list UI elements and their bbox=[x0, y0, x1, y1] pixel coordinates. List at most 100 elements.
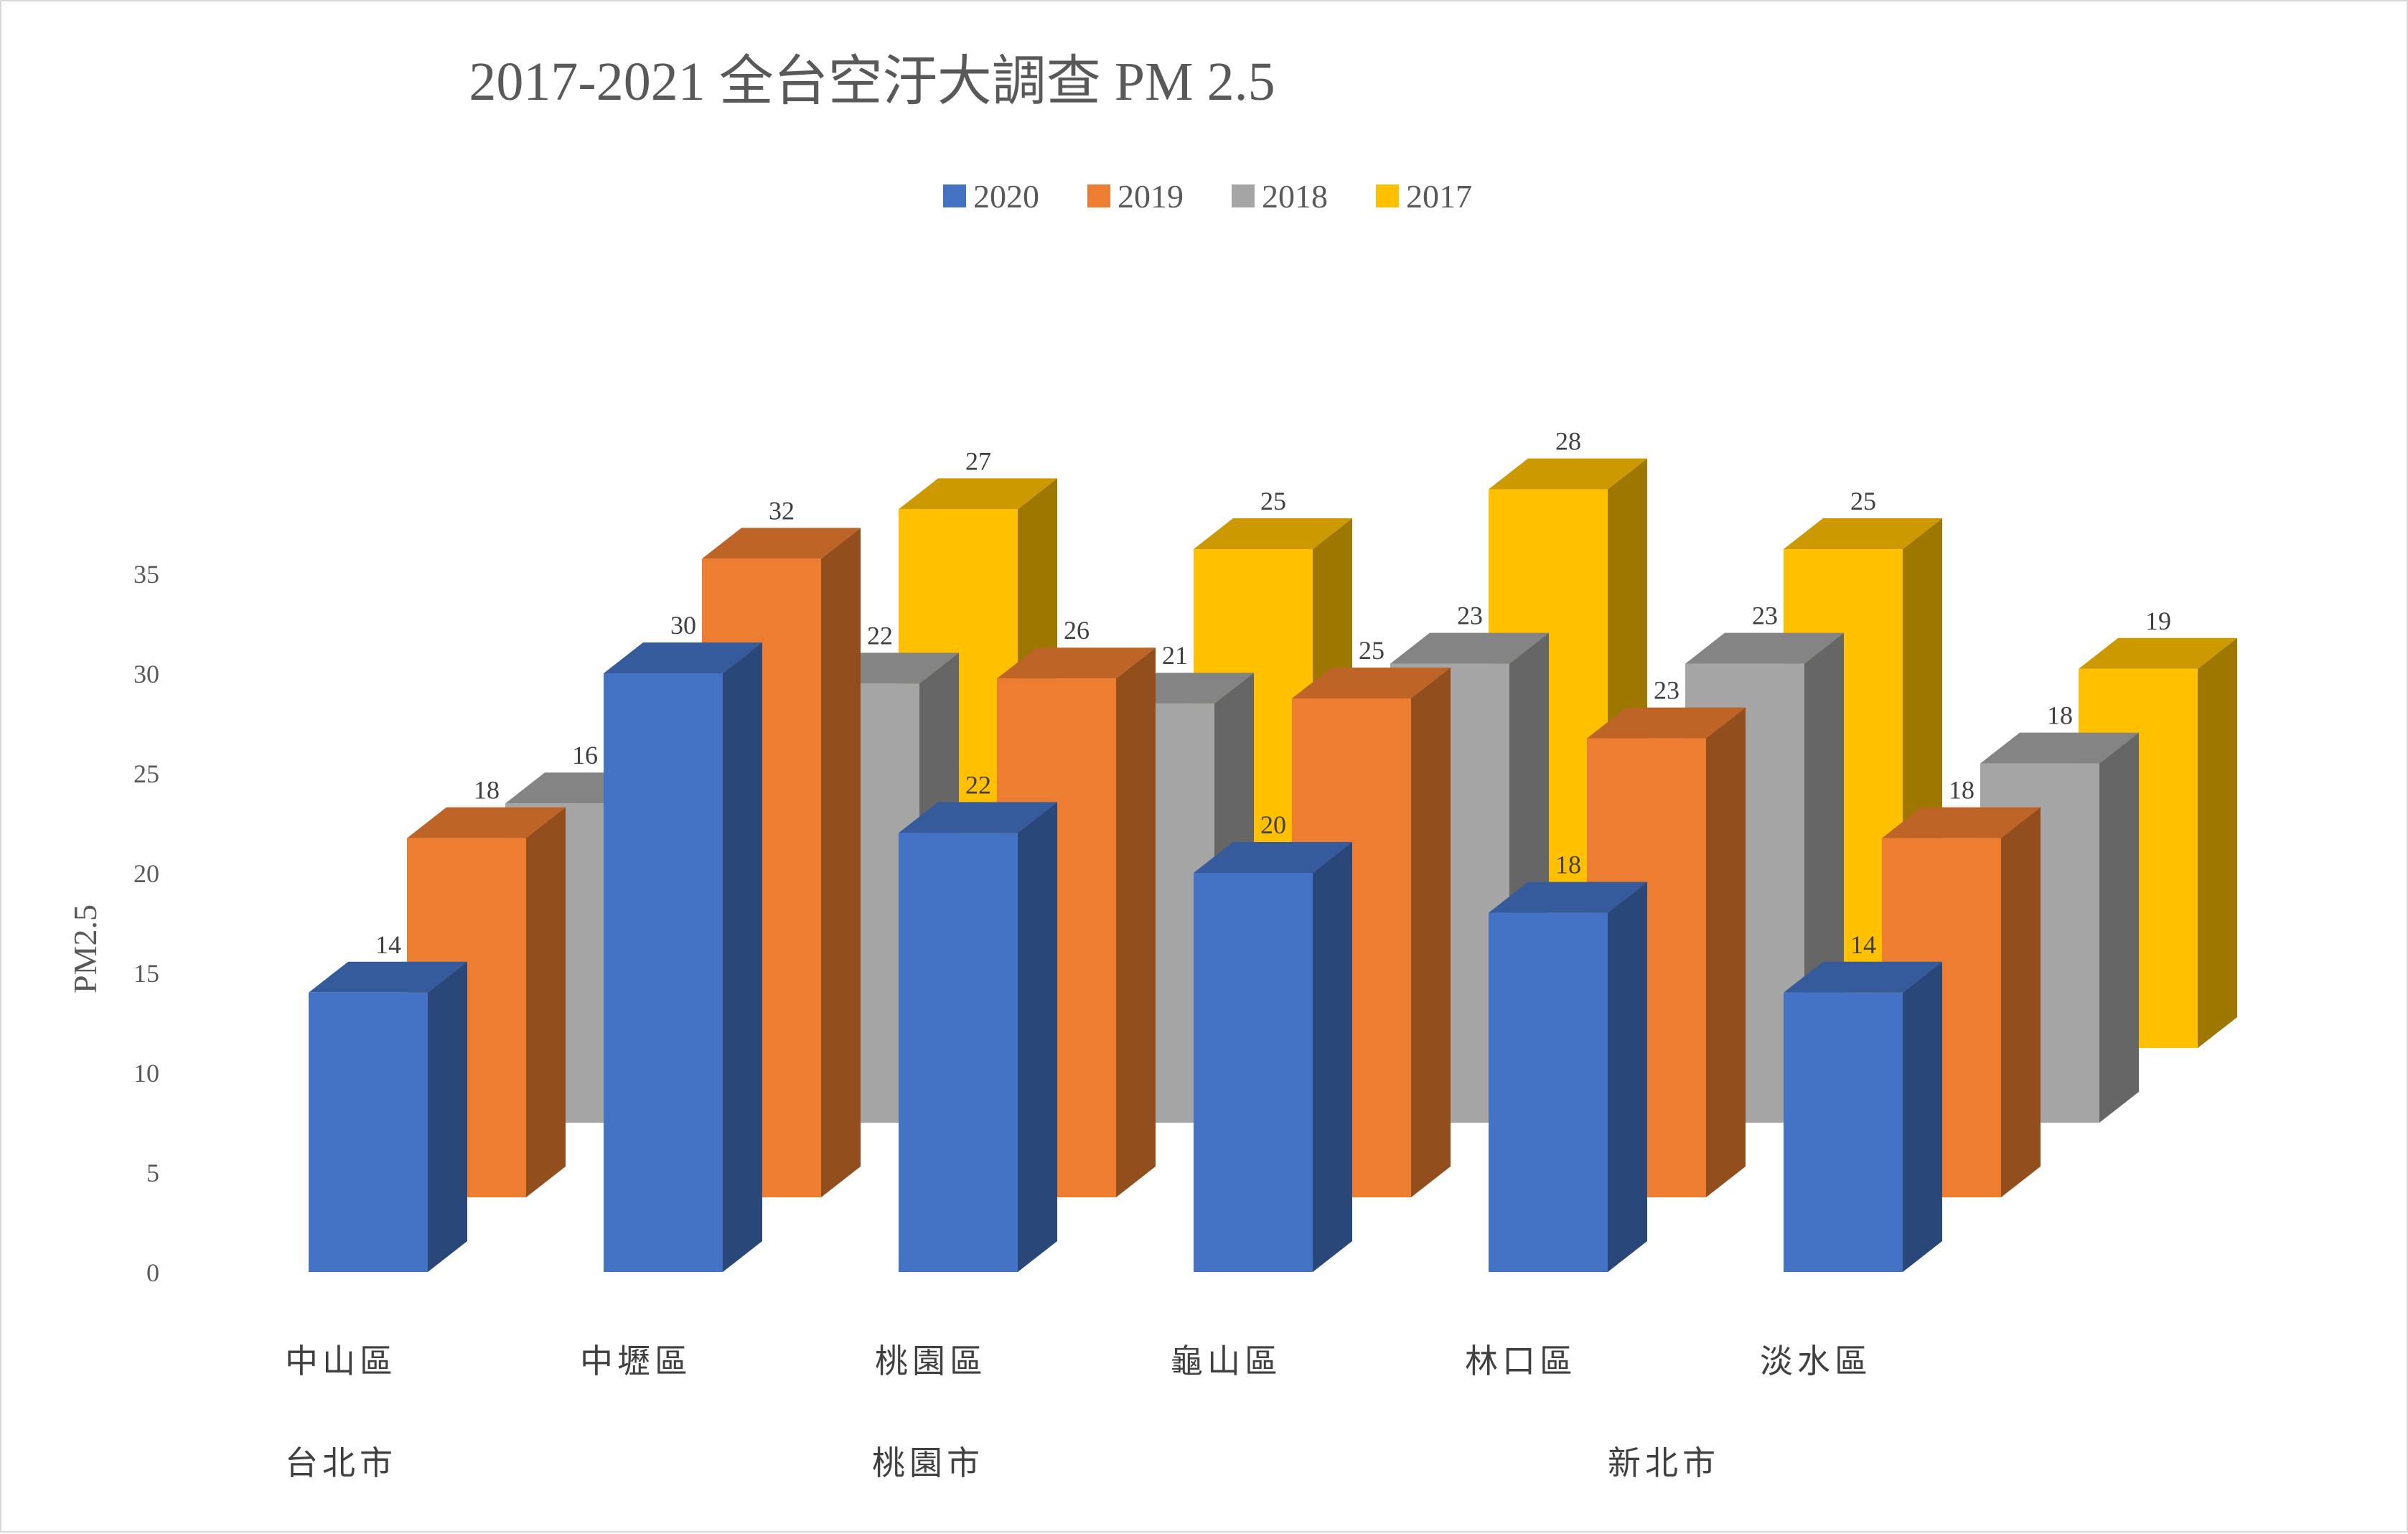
bar-side bbox=[1903, 961, 1942, 1272]
data-label: 25 bbox=[1359, 636, 1385, 665]
bar-side bbox=[821, 528, 861, 1197]
bar-top bbox=[1980, 732, 2139, 764]
bar-top bbox=[1390, 632, 1549, 664]
bar-2020-0: 14 bbox=[309, 930, 467, 1272]
category-label: 中壢區 bbox=[580, 1342, 692, 1380]
bar-top bbox=[899, 802, 1057, 833]
category-label: 龜山區 bbox=[1170, 1342, 1282, 1380]
bar-top bbox=[702, 528, 861, 559]
bar-side bbox=[723, 642, 762, 1272]
bar-top bbox=[1194, 842, 1352, 873]
bar-side bbox=[2001, 807, 2041, 1197]
data-label: 21 bbox=[1162, 641, 1188, 670]
y-tick-label: 30 bbox=[133, 660, 159, 688]
series-2020: 14 30 22 20 18 14 bbox=[309, 611, 1942, 1272]
bar-front bbox=[1784, 992, 1903, 1272]
legend-swatch-2020 bbox=[943, 184, 966, 207]
bar-side bbox=[428, 961, 467, 1272]
category-label: 桃園區 bbox=[875, 1342, 987, 1380]
data-label: 18 bbox=[2047, 701, 2073, 730]
category-group-label: 新北市 bbox=[1608, 1444, 1720, 1482]
legend-label-2018: 2018 bbox=[1262, 178, 1328, 215]
bar-side bbox=[2198, 637, 2237, 1048]
data-label: 25 bbox=[1850, 487, 1876, 515]
bar-side bbox=[1313, 842, 1352, 1272]
data-label: 23 bbox=[1752, 602, 1778, 630]
y-axis: 0 5 10 15 20 25 30 35 bbox=[133, 560, 159, 1287]
data-label: 18 bbox=[474, 776, 500, 805]
data-label: 27 bbox=[965, 446, 991, 475]
y-tick-label: 15 bbox=[133, 959, 159, 988]
bar-front bbox=[1489, 912, 1608, 1272]
bar-top bbox=[1882, 807, 2041, 838]
bar-top bbox=[1784, 518, 1942, 549]
bar-top bbox=[1489, 881, 1647, 913]
bar-2020-2: 22 bbox=[899, 770, 1057, 1272]
bar-side bbox=[2099, 732, 2139, 1123]
category-label: 淡水區 bbox=[1760, 1342, 1872, 1380]
bar-front bbox=[309, 992, 428, 1272]
category-group-label: 桃園市 bbox=[872, 1444, 984, 1482]
data-label: 14 bbox=[375, 930, 401, 959]
bar-side bbox=[1116, 647, 1156, 1197]
data-label: 14 bbox=[1850, 930, 1876, 959]
y-tick-label: 35 bbox=[133, 560, 159, 589]
y-tick-label: 10 bbox=[133, 1059, 159, 1088]
bar-top bbox=[899, 478, 1057, 510]
bar-2020-5: 14 bbox=[1784, 930, 1942, 1272]
bar-top bbox=[1292, 668, 1451, 698]
bar-side bbox=[526, 807, 566, 1197]
bar-top bbox=[407, 807, 566, 838]
data-label: 30 bbox=[670, 611, 696, 640]
legend-label-2020: 2020 bbox=[973, 178, 1039, 215]
bar-top bbox=[1784, 961, 1942, 993]
bar-side bbox=[1411, 668, 1451, 1197]
bar-side bbox=[1608, 881, 1647, 1272]
y-tick-label: 25 bbox=[133, 759, 159, 788]
data-label: 20 bbox=[1260, 810, 1286, 839]
data-label: 19 bbox=[2145, 607, 2171, 635]
data-label: 23 bbox=[1457, 602, 1483, 630]
data-label: 22 bbox=[965, 770, 991, 799]
legend-label-2019: 2019 bbox=[1118, 178, 1184, 215]
bar-2020-1: 30 bbox=[604, 611, 762, 1272]
bar-top bbox=[997, 647, 1156, 679]
legend-label-2017: 2017 bbox=[1406, 178, 1472, 215]
bar-top bbox=[1489, 458, 1647, 490]
category-group-label: 台北市 bbox=[285, 1444, 397, 1482]
bar-top bbox=[1587, 707, 1746, 739]
bar-top bbox=[2079, 637, 2237, 669]
bar-side bbox=[1706, 707, 1746, 1197]
data-label: 23 bbox=[1654, 676, 1679, 705]
bar-top bbox=[604, 642, 762, 673]
chart-title: 2017-2021 全台空汙大調查 PM 2.5 bbox=[469, 52, 1275, 112]
bar-layer: 1027252825191622212323181832262523181430… bbox=[309, 427, 2237, 1272]
bar-side bbox=[1018, 802, 1057, 1272]
data-label: 25 bbox=[1260, 487, 1286, 515]
data-label: 18 bbox=[1555, 851, 1581, 879]
data-label: 16 bbox=[572, 741, 598, 770]
chart-legend: 2020 2019 2018 2017 bbox=[943, 178, 1472, 215]
y-tick-label: 20 bbox=[133, 859, 159, 888]
y-tick-label: 5 bbox=[146, 1159, 159, 1187]
data-label: 18 bbox=[1949, 776, 1974, 805]
legend-swatch-2019 bbox=[1087, 184, 1110, 207]
bar-front bbox=[604, 673, 723, 1272]
y-tick-label: 0 bbox=[146, 1258, 159, 1287]
bar-front bbox=[1194, 873, 1313, 1272]
data-label: 32 bbox=[769, 496, 795, 525]
legend-swatch-2017 bbox=[1376, 184, 1399, 207]
category-label: 中山區 bbox=[285, 1342, 397, 1380]
data-label: 26 bbox=[1064, 616, 1090, 645]
bar-top bbox=[1685, 632, 1844, 664]
data-label: 22 bbox=[867, 621, 893, 650]
bar-top bbox=[1194, 518, 1352, 549]
bar-2020-4: 18 bbox=[1489, 851, 1647, 1272]
y-axis-title: PM2.5 bbox=[67, 904, 103, 993]
data-label: 28 bbox=[1555, 427, 1581, 456]
bar-top bbox=[309, 961, 467, 993]
category-label: 林口區 bbox=[1465, 1342, 1577, 1380]
